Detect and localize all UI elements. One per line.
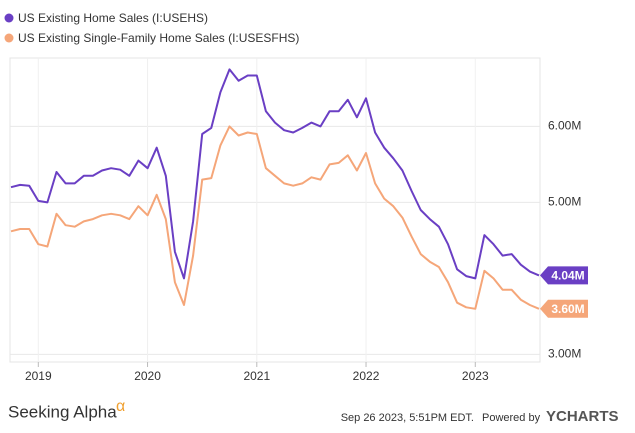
last-value-badge bbox=[540, 266, 588, 285]
x-tick-label: 2020 bbox=[134, 369, 161, 383]
series-line bbox=[10, 125, 540, 310]
x-tick-label: 2023 bbox=[462, 369, 489, 383]
x-tick-label: 2022 bbox=[353, 369, 380, 383]
plot-area bbox=[9, 57, 541, 363]
brand-symbol: α bbox=[116, 398, 125, 415]
y-tick-label: 5.00M bbox=[548, 195, 581, 209]
y-tick-label: 6.00M bbox=[548, 119, 581, 133]
last-value-label: 3.60M bbox=[551, 302, 584, 316]
x-tick-label: 2021 bbox=[243, 369, 270, 383]
legend-label: US Existing Home Sales (I:USEHS) bbox=[18, 11, 208, 25]
legend-marker bbox=[4, 33, 14, 43]
powered-by: Powered by bbox=[482, 412, 541, 424]
brand: Seeking Alpha bbox=[8, 402, 117, 421]
timestamp: Sep 26 2023, 5:51PM EDT. bbox=[341, 412, 474, 424]
series-line bbox=[10, 68, 540, 280]
last-value-badge bbox=[540, 299, 588, 318]
last-value-label: 4.04M bbox=[551, 269, 584, 283]
x-tick-label: 2019 bbox=[25, 369, 52, 383]
y-tick-label: 3.00M bbox=[548, 347, 581, 361]
legend-label: US Existing Single-Family Home Sales (I:… bbox=[18, 31, 299, 45]
provider: YCHARTS bbox=[546, 408, 619, 425]
legend-marker bbox=[4, 13, 14, 23]
